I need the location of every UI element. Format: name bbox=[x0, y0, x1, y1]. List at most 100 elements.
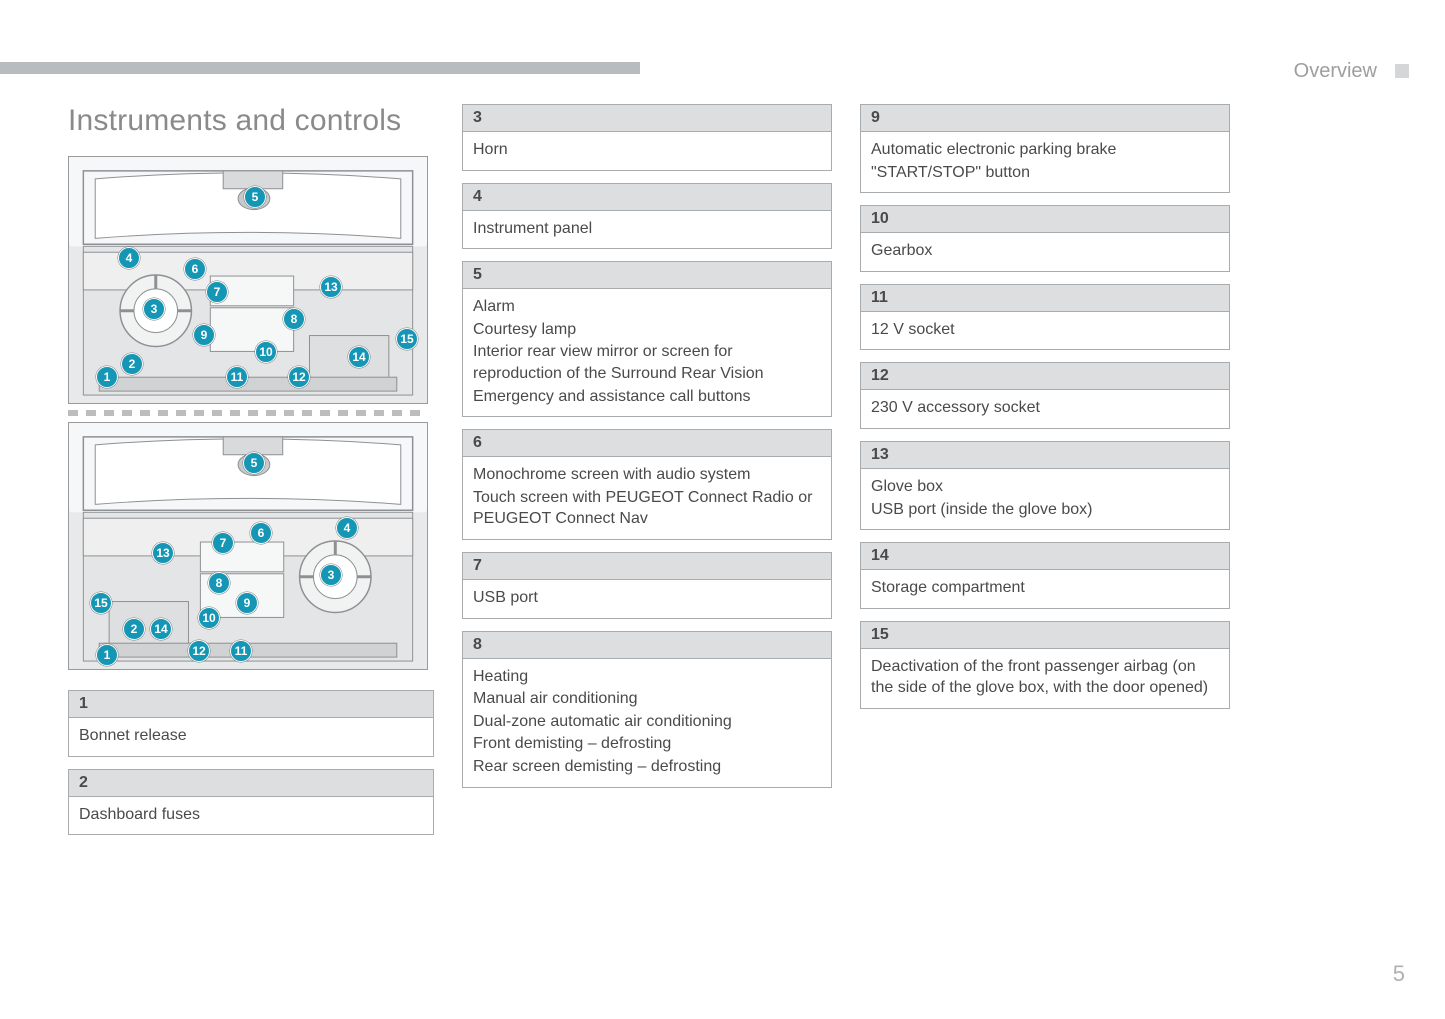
callout-3: 3 bbox=[320, 564, 342, 586]
callout-3: 3 bbox=[143, 298, 165, 320]
entry-line: 230 V accessory socket bbox=[871, 397, 1219, 419]
entry-5: 5AlarmCourtesy lampInterior rear view mi… bbox=[462, 261, 832, 417]
entry-header: 11 bbox=[860, 284, 1230, 312]
entry-header: 15 bbox=[860, 621, 1230, 649]
entry-6: 6Monochrome screen with audio systemTouc… bbox=[462, 429, 832, 540]
entry-line: Emergency and assistance call buttons bbox=[473, 386, 821, 408]
entry-body: Gearbox bbox=[860, 233, 1230, 272]
entry-header: 4 bbox=[462, 183, 832, 211]
entry-body: Automatic electronic parking brake"START… bbox=[860, 132, 1230, 193]
page-number: 5 bbox=[1393, 961, 1405, 987]
entry-body: AlarmCourtesy lampInterior rear view mir… bbox=[462, 289, 832, 417]
entry-body: Instrument panel bbox=[462, 211, 832, 250]
page-title: Instruments and controls bbox=[68, 104, 434, 138]
entry-line: Heating bbox=[473, 666, 821, 688]
entry-9: 9Automatic electronic parking brake"STAR… bbox=[860, 104, 1230, 193]
entry-7: 7 USB port bbox=[462, 552, 832, 619]
callout-1: 1 bbox=[96, 644, 118, 666]
entries-column-2: 3Horn 4 Instrument panel 5AlarmCourtesy lam… bbox=[462, 104, 832, 800]
entry-body: Storage compartment bbox=[860, 570, 1230, 609]
entry-line: "START/STOP" button bbox=[871, 162, 1219, 184]
callout-14: 14 bbox=[348, 346, 370, 368]
entry-3: 3Horn bbox=[462, 104, 832, 171]
entry-10: 10 Gearbox bbox=[860, 205, 1230, 272]
callout-11: 11 bbox=[226, 366, 248, 388]
entry-line: Dual-zone automatic air conditioning bbox=[473, 711, 821, 733]
callout-5: 5 bbox=[243, 452, 265, 474]
callout-10: 10 bbox=[255, 341, 277, 363]
entry-header: 1 bbox=[68, 690, 434, 718]
callout-5: 5 bbox=[244, 186, 266, 208]
entry-body: Horn bbox=[462, 132, 832, 171]
entry-body: 230 V accessory socket bbox=[860, 390, 1230, 429]
callout-8: 8 bbox=[283, 308, 305, 330]
entry-header: 8 bbox=[462, 631, 832, 659]
entry-body: Deactivation of the front passenger airb… bbox=[860, 649, 1230, 709]
callout-13: 13 bbox=[152, 542, 174, 564]
entry-body: Glove boxUSB port (inside the glove box) bbox=[860, 469, 1230, 530]
dashboard-diagram-lhd: 123456789101112131415 bbox=[68, 156, 428, 404]
entry-line: Deactivation of the front passenger airb… bbox=[871, 656, 1219, 699]
entry-header: 10 bbox=[860, 205, 1230, 233]
callout-15: 15 bbox=[90, 592, 112, 614]
entry-line: Instrument panel bbox=[473, 218, 821, 240]
entry-15: 15 Deactivation of the front passenger ai… bbox=[860, 621, 1230, 709]
entry-body: USB port bbox=[462, 580, 832, 619]
callout-7: 7 bbox=[212, 532, 234, 554]
section-label: Overview bbox=[1294, 60, 1377, 83]
entry-header: 6 bbox=[462, 429, 832, 457]
entry-header: 2 bbox=[68, 769, 434, 797]
callout-9: 9 bbox=[193, 324, 215, 346]
entry-line: Gearbox bbox=[871, 240, 1219, 262]
entry-line: Interior rear view mirror or screen for … bbox=[473, 341, 821, 384]
callout-4: 4 bbox=[336, 517, 358, 539]
entry-14: 14 Storage compartment bbox=[860, 542, 1230, 609]
entry-line: Alarm bbox=[473, 296, 821, 318]
callout-13: 13 bbox=[320, 276, 342, 298]
column-2: 3Horn 4 Instrument panel 5AlarmCourtesy lam… bbox=[462, 104, 832, 847]
callout-7: 7 bbox=[206, 281, 228, 303]
entry-line: Touch screen with PEUGEOT Connect Radio … bbox=[473, 487, 821, 530]
entry-header: 3 bbox=[462, 104, 832, 132]
entry-line: Front demisting – defrosting bbox=[473, 733, 821, 755]
callout-2: 2 bbox=[121, 353, 143, 375]
entry-line: Glove box bbox=[871, 476, 1219, 498]
column-3: 9Automatic electronic parking brake"STAR… bbox=[860, 104, 1230, 847]
entries-column-3: 9Automatic electronic parking brake"STAR… bbox=[860, 104, 1230, 721]
diagram-divider bbox=[68, 410, 428, 416]
callout-4: 4 bbox=[118, 247, 140, 269]
callout-6: 6 bbox=[250, 522, 272, 544]
callout-8: 8 bbox=[208, 572, 230, 594]
entry-line: Rear screen demisting – defrosting bbox=[473, 756, 821, 778]
callout-11: 11 bbox=[230, 640, 252, 662]
header-square-icon bbox=[1395, 64, 1409, 78]
entry-8: 8HeatingManual air conditioningDual-zone… bbox=[462, 631, 832, 788]
entry-line: Bonnet release bbox=[79, 725, 423, 747]
entry-line: USB port (inside the glove box) bbox=[871, 499, 1219, 521]
entry-header: 7 bbox=[462, 552, 832, 580]
entry-header: 13 bbox=[860, 441, 1230, 469]
entry-header: 14 bbox=[860, 542, 1230, 570]
entry-11: 1112 V socket bbox=[860, 284, 1230, 351]
header-bar bbox=[0, 62, 640, 74]
entry-line: Monochrome screen with audio system bbox=[473, 464, 821, 486]
entry-body: HeatingManual air conditioningDual-zone … bbox=[462, 659, 832, 788]
callout-9: 9 bbox=[236, 592, 258, 614]
entry-body: 12 V socket bbox=[860, 312, 1230, 351]
callout-12: 12 bbox=[288, 366, 310, 388]
callout-14: 14 bbox=[150, 618, 172, 640]
content-columns: Instruments and controls 1234567 bbox=[68, 104, 1405, 847]
entry-header: 5 bbox=[462, 261, 832, 289]
entry-2: 2 Dashboard fuses bbox=[68, 769, 434, 836]
callout-12: 12 bbox=[188, 640, 210, 662]
column-1: Instruments and controls 1234567 bbox=[68, 104, 434, 847]
entry-line: Automatic electronic parking brake bbox=[871, 139, 1219, 161]
entry-body: Monochrome screen with audio systemTouch… bbox=[462, 457, 832, 540]
entry-line: Dashboard fuses bbox=[79, 804, 423, 826]
entry-1: 1 Bonnet release bbox=[68, 690, 434, 757]
entry-line: USB port bbox=[473, 587, 821, 609]
callout-15: 15 bbox=[396, 328, 418, 350]
callout-10: 10 bbox=[198, 607, 220, 629]
entry-line: Storage compartment bbox=[871, 577, 1219, 599]
entry-header: 12 bbox=[860, 362, 1230, 390]
